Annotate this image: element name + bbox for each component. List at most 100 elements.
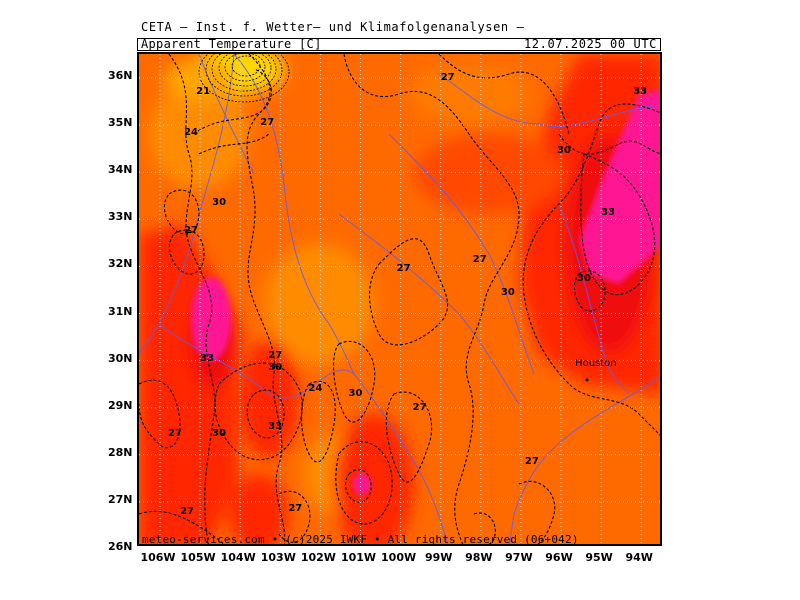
contour-value-label: 33 <box>601 206 616 218</box>
magenta-zone-west <box>191 277 231 361</box>
cold-contour-2 <box>205 54 283 97</box>
magenta-zone-south <box>353 473 371 495</box>
contour-25 <box>198 133 270 155</box>
contour-value-label: 27 <box>288 503 303 515</box>
contour-10 <box>246 389 285 439</box>
contour-20 <box>473 512 496 544</box>
contour-value-label: 27 <box>260 117 275 129</box>
lat-label-35n: 35N <box>108 116 133 130</box>
contour-15 <box>385 391 433 483</box>
lon-label-99w: 99W <box>424 551 453 564</box>
lon-label-104w: 104W <box>220 551 256 564</box>
warm-zone-north-central <box>414 134 564 214</box>
lat-label-27n: 27N <box>108 492 133 506</box>
cool-zone-northwest-inner <box>164 59 234 99</box>
contour-value-label: 24 <box>184 126 198 138</box>
contour-value-label: 24 <box>308 383 323 395</box>
lat-label-33n: 33N <box>108 210 133 224</box>
river-brazos <box>388 133 535 375</box>
title-bar: Apparent_Temperature [C] 12.07.2025 00 U… <box>137 37 661 51</box>
contour-24 <box>193 68 272 135</box>
contour-value-label: 27 <box>168 427 182 439</box>
lat-label-30n: 30N <box>108 351 133 365</box>
river-red <box>438 73 660 128</box>
contour-17 <box>168 229 205 275</box>
lat-label-28n: 28N <box>108 445 133 459</box>
city-marker <box>585 378 589 382</box>
contour-11 <box>301 381 336 463</box>
contour-value-label: 33 <box>268 420 283 432</box>
copyright-credit: meteo-services.com • (c)2025 IWKF • All … <box>142 533 579 546</box>
contour-8 <box>368 238 449 346</box>
contour-value-label: 30 <box>557 145 571 157</box>
header-title: CETA — Inst. f. Wetter— und Klimafolgena… <box>141 20 525 34</box>
cold-contours <box>198 54 290 103</box>
contour-19 <box>518 480 556 544</box>
lon-label-94w: 94W <box>625 551 653 564</box>
contour-value-label: 21 <box>196 86 211 98</box>
cool-zone-north <box>409 64 529 124</box>
cold-contour-3 <box>211 54 277 92</box>
border-rio-grande <box>158 323 449 544</box>
contour-16 <box>163 189 200 235</box>
contour-13 <box>335 441 393 525</box>
contour-value-label: 27 <box>440 72 455 84</box>
contour-1 <box>168 54 216 544</box>
city-label: Houston <box>575 357 617 369</box>
contour-3 <box>343 54 520 544</box>
cold-contour-4 <box>218 54 272 87</box>
lon-label-106w: 106W <box>140 551 176 564</box>
contour-21 <box>139 510 225 544</box>
parameter-label: Apparent_Temperature [C] <box>141 37 322 51</box>
magenta-fill <box>191 89 660 495</box>
contour-14 <box>344 469 372 503</box>
contour-value-label: 30 <box>577 272 591 284</box>
contour-value-label: 27 <box>180 505 194 517</box>
contour-9 <box>214 362 303 461</box>
lon-label-98w: 98W <box>465 551 493 564</box>
contour-value-label: 27 <box>396 263 411 275</box>
contour-value-label: 30 <box>212 197 227 209</box>
datetime-label: 12.07.2025 00 UTC <box>523 37 657 51</box>
cool-zone-northwest <box>149 79 249 189</box>
contour-23 <box>573 270 606 312</box>
contour-value-label: 27 <box>524 456 539 468</box>
contour-6 <box>522 103 660 436</box>
cool-zone-central <box>264 244 374 364</box>
temperature-fill <box>139 54 660 544</box>
map-panel <box>137 52 662 546</box>
cold-contour-5 <box>224 54 266 82</box>
lat-label-36n: 36N <box>108 69 133 82</box>
cold-contour-1 <box>198 54 290 103</box>
lat-label-26n: 26N <box>108 540 133 553</box>
coastline <box>509 376 660 544</box>
contour-value-label: 33 <box>633 86 648 98</box>
lon-label-96w: 96W <box>545 551 573 564</box>
lon-label-95w: 95W <box>585 551 613 564</box>
river-colorado <box>338 213 520 405</box>
warm-zone-band <box>239 339 299 459</box>
contour-18 <box>139 379 181 449</box>
lon-label-101w: 101W <box>340 551 377 564</box>
lat-label-32n: 32N <box>108 257 133 271</box>
contour-value-label: 30 <box>212 427 227 439</box>
rivers <box>139 54 660 544</box>
contour-value-label: 33 <box>200 352 215 364</box>
contour-value-label: 30 <box>268 362 283 374</box>
warm-zone-southwest <box>229 474 289 544</box>
map-canvas <box>139 54 660 544</box>
lon-label-102w: 102W <box>300 551 336 564</box>
river-nw <box>198 54 255 175</box>
river-trinity <box>558 203 630 395</box>
contour-value-label: 27 <box>184 225 198 237</box>
contour-7 <box>580 153 656 296</box>
contour-value-label: 27 <box>472 253 487 265</box>
lon-label-100w: 100W <box>381 551 417 564</box>
lat-label-31n: 31N <box>108 304 133 318</box>
contour-4 <box>438 54 570 135</box>
contour-value-label: 30 <box>348 387 363 399</box>
cold-contour-6 <box>231 55 261 77</box>
lon-label-97w: 97W <box>505 551 533 564</box>
lat-label-34n: 34N <box>108 163 133 177</box>
contours <box>139 54 660 544</box>
